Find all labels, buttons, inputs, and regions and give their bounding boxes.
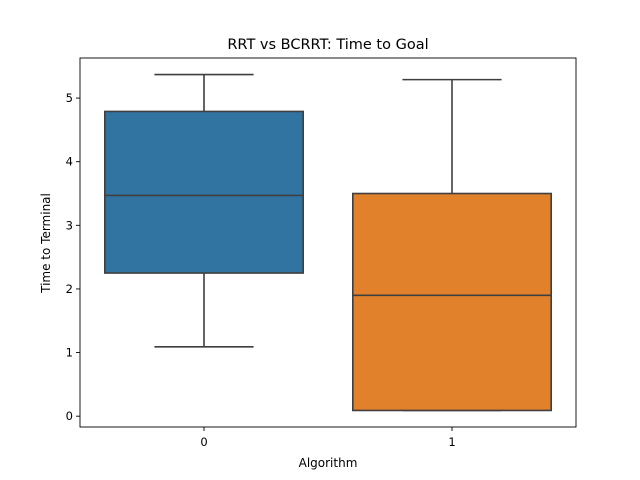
y-tick-label: 0 bbox=[66, 409, 73, 423]
y-tick-label: 4 bbox=[66, 155, 73, 169]
chart-title: RRT vs BCRRT: Time to Goal bbox=[227, 37, 428, 53]
axes-frame bbox=[79, 57, 577, 428]
y-tick-label: 2 bbox=[66, 282, 73, 296]
y-tick-label: 3 bbox=[66, 218, 73, 232]
x-tick-label: 1 bbox=[448, 435, 455, 449]
box-1-iqr bbox=[351, 192, 552, 412]
x-tick-label: 0 bbox=[200, 435, 207, 449]
x-axis-label: Algorithm bbox=[299, 456, 358, 470]
plot-area: 0 1 2 3 4 5 0 1 bbox=[66, 57, 577, 449]
y-tick-label: 5 bbox=[66, 91, 73, 105]
box-0-iqr bbox=[104, 110, 304, 274]
y-axis-label: Time to Terminal bbox=[39, 193, 53, 294]
y-tick-label: 1 bbox=[66, 346, 73, 360]
